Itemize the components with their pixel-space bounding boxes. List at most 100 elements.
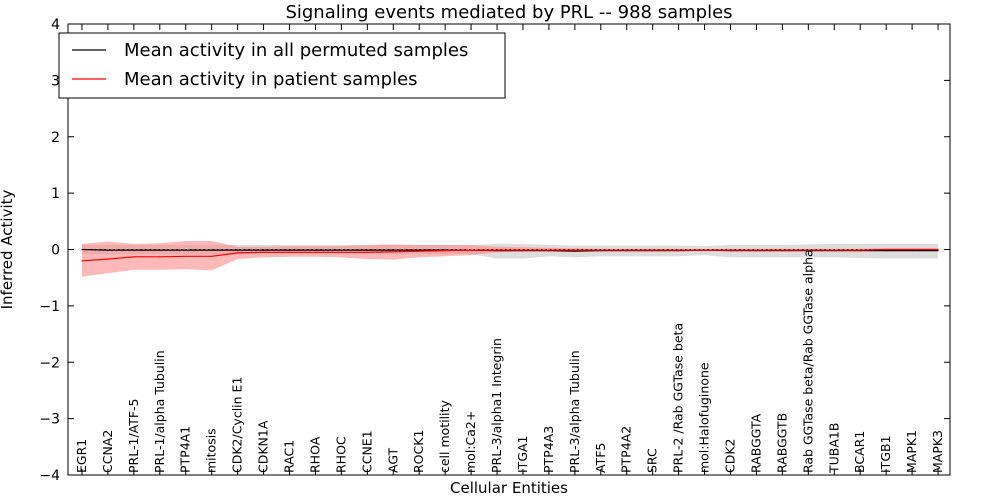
- y-axis-label: Inferred Activity: [0, 189, 16, 309]
- x-category-label: ATF5: [593, 443, 608, 473]
- data-point-patient: [704, 249, 706, 251]
- data-point-patient: [107, 258, 109, 260]
- data-point-permuted: [314, 249, 316, 251]
- x-category-label: PTP4A2: [619, 426, 634, 473]
- data-point-permuted: [107, 249, 109, 251]
- x-category-label: PRL-1/ATF-5: [126, 398, 141, 473]
- x-category-label: mitosis: [204, 428, 219, 473]
- y-tick-label: −4: [39, 468, 60, 484]
- x-category-label: CDK2/Cyclin E1: [230, 377, 245, 473]
- x-category-label: ITGA1: [515, 435, 530, 473]
- data-point-patient: [911, 248, 913, 251]
- data-point-permuted: [885, 250, 887, 252]
- data-point-patient: [81, 260, 83, 262]
- data-point-patient: [833, 249, 835, 251]
- x-category-label: EGR1: [74, 439, 89, 473]
- data-point-patient: [418, 250, 420, 252]
- x-category-label: PTP4A3: [541, 426, 556, 473]
- x-axis-label: Cellular Entities: [450, 479, 568, 497]
- legend-label-patient: Mean activity in patient samples: [124, 69, 418, 90]
- x-category-label: RHOA: [307, 436, 322, 473]
- data-point-patient: [392, 251, 394, 253]
- data-point-permuted: [133, 249, 135, 251]
- data-point-patient: [366, 251, 368, 253]
- x-category-label: MAPK3: [930, 430, 945, 473]
- x-category-label: AGT: [385, 447, 400, 473]
- data-point-patient: [678, 249, 680, 251]
- data-point-permuted: [937, 250, 939, 252]
- y-tick-label: −2: [39, 355, 60, 371]
- data-point-permuted: [211, 249, 213, 251]
- data-point-patient: [574, 249, 576, 251]
- data-point-patient: [211, 255, 213, 257]
- data-point-patient: [626, 249, 628, 251]
- data-point-patient: [652, 249, 654, 251]
- data-point-patient: [807, 249, 809, 251]
- data-point-permuted: [574, 250, 576, 252]
- data-point-patient: [755, 249, 758, 251]
- x-category-label: RABGGTA: [748, 413, 763, 473]
- x-category-label: PRL-3/alpha1 Integrin: [489, 338, 504, 473]
- data-point-patient: [781, 249, 784, 251]
- data-point-patient: [444, 250, 446, 252]
- data-point-patient: [859, 249, 861, 251]
- data-point-permuted: [392, 249, 394, 251]
- data-point-permuted: [81, 248, 83, 251]
- series-line-patient: [81, 248, 938, 262]
- x-category-label: MAPK1: [904, 430, 919, 473]
- x-category-label: CDK2: [723, 438, 738, 473]
- legend-label-permuted: Mean activity in all permuted samples: [124, 40, 468, 61]
- x-category-label: PRL-1/alpha Tubulin: [152, 350, 167, 473]
- data-point-patient: [729, 249, 732, 251]
- x-category-label: CCNA2: [100, 430, 115, 473]
- data-point-patient: [522, 249, 524, 251]
- data-point-patient: [496, 249, 498, 251]
- y-tick-label: 2: [51, 130, 60, 146]
- data-point-permuted: [185, 249, 187, 251]
- data-point-patient: [314, 251, 316, 253]
- x-category-label: cell motility: [437, 399, 452, 473]
- data-point-permuted: [263, 249, 265, 251]
- x-category-label: mol:Ca2+: [463, 411, 478, 473]
- data-point-permuted: [159, 249, 161, 251]
- y-tick-label: 3: [51, 73, 60, 89]
- data-point-patient: [470, 249, 472, 251]
- x-category-label: ITGB1: [878, 435, 893, 473]
- y-tick-label: 1: [51, 186, 60, 202]
- data-point-permuted: [288, 249, 291, 251]
- data-point-permuted: [418, 249, 420, 251]
- data-point-patient: [340, 251, 342, 253]
- data-point-permuted: [340, 249, 342, 251]
- data-point-patient: [263, 251, 265, 253]
- y-tick-label: 4: [51, 17, 60, 33]
- legend-box: [58, 32, 506, 99]
- x-category-label: BCAR1: [852, 431, 867, 473]
- x-category-label: PTP4A1: [178, 426, 193, 473]
- data-point-patient: [133, 256, 135, 258]
- x-category-label: ROCK1: [411, 430, 426, 473]
- x-category-label: mol:Halofuginone: [697, 362, 712, 473]
- data-point-patient: [185, 255, 187, 257]
- x-category-label: TUBA1B: [826, 423, 841, 474]
- x-category-label: CDKN1A: [256, 420, 271, 473]
- x-category-label: Rab GGTase beta/Rab GGTase alpha: [800, 249, 815, 473]
- x-category-label: SRC: [645, 448, 660, 473]
- data-point-patient: [600, 249, 602, 251]
- data-point-patient: [885, 248, 887, 251]
- x-category-label: CCNE1: [359, 430, 374, 473]
- data-point-patient: [159, 256, 161, 258]
- data-point-permuted: [911, 250, 913, 252]
- x-category-label: PRL-2 /Rab GGTase beta: [671, 323, 686, 473]
- data-point-patient: [288, 251, 291, 253]
- x-category-label: PRL-3/alpha Tubulin: [567, 350, 582, 473]
- y-tick-label: −1: [39, 299, 60, 315]
- data-point-patient: [237, 252, 239, 254]
- data-point-permuted: [237, 249, 239, 251]
- data-point-patient: [937, 248, 939, 251]
- chart-title: Signaling events mediated by PRL -- 988 …: [285, 2, 732, 23]
- x-category-label: RAC1: [282, 440, 297, 473]
- y-tick-label: −3: [39, 412, 60, 428]
- x-category-label: RABGGTB: [774, 413, 789, 473]
- data-point-patient: [548, 249, 550, 251]
